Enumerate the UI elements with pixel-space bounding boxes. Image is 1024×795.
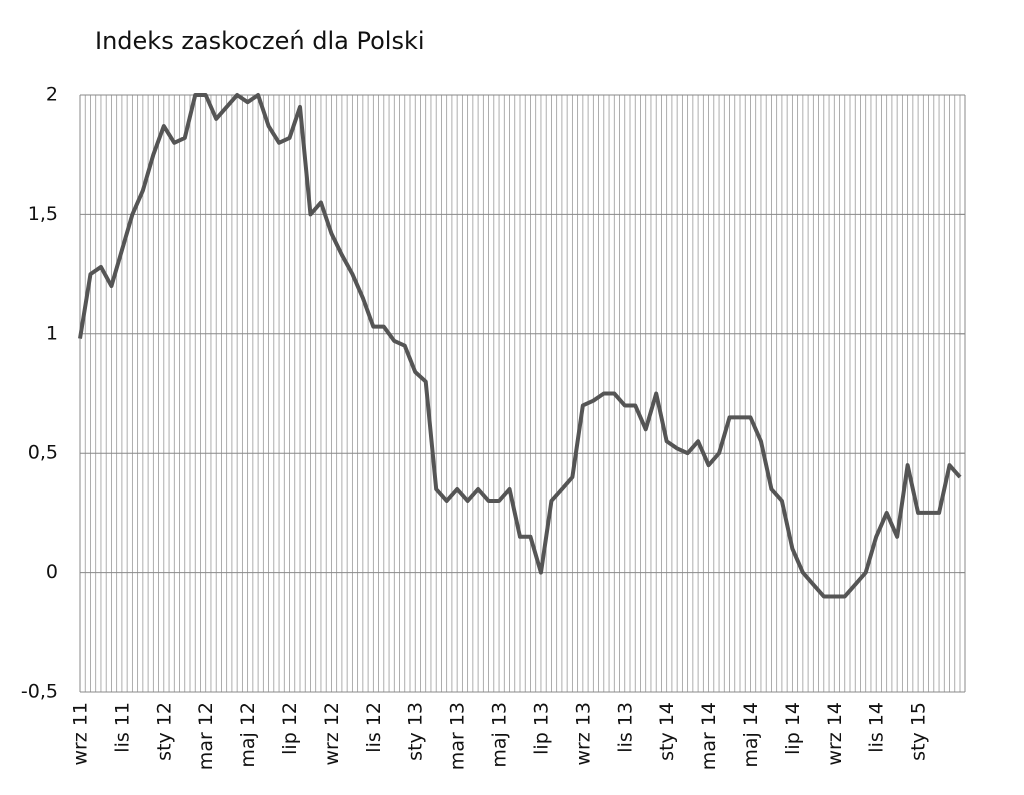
x-tick-label: wrz 13 (572, 702, 594, 766)
y-tick-label: -0,5 (21, 681, 58, 703)
x-tick-label: mar 14 (698, 702, 720, 770)
x-tick-label: wrz 14 (824, 702, 846, 766)
x-tick-label: lis 13 (614, 702, 636, 753)
y-tick-label: 1,5 (28, 203, 58, 225)
y-tick-label: 2 (46, 84, 58, 106)
x-tick-label: lip 13 (530, 702, 552, 755)
chart-title: Indeks zaskoczeń dla Polski (95, 27, 425, 55)
x-tick-label: sty 15 (908, 702, 930, 761)
x-tick-label: maj 12 (237, 702, 259, 768)
x-tick-label: mar 13 (447, 702, 469, 770)
x-tick-label: wrz 12 (321, 702, 343, 766)
y-tick-label: 1 (46, 322, 58, 344)
x-tick-label: sty 13 (405, 702, 427, 761)
x-tick-label: lis 11 (111, 702, 133, 753)
x-tick-label: sty 14 (656, 702, 678, 761)
x-tick-label: mar 12 (195, 702, 217, 770)
x-tick-label: sty 12 (153, 702, 175, 761)
x-tick-label: lis 14 (866, 702, 888, 753)
x-tick-label: wrz 11 (70, 702, 92, 766)
x-tick-label: maj 14 (740, 702, 762, 768)
y-tick-label: 0 (46, 561, 58, 583)
x-tick-label: maj 13 (489, 702, 511, 768)
x-tick-label: lip 14 (782, 702, 804, 755)
data-line (78, 93, 962, 599)
x-tick-label: lip 12 (279, 702, 301, 755)
x-tick-label: lis 12 (363, 702, 385, 753)
y-tick-label: 0,5 (28, 442, 58, 464)
